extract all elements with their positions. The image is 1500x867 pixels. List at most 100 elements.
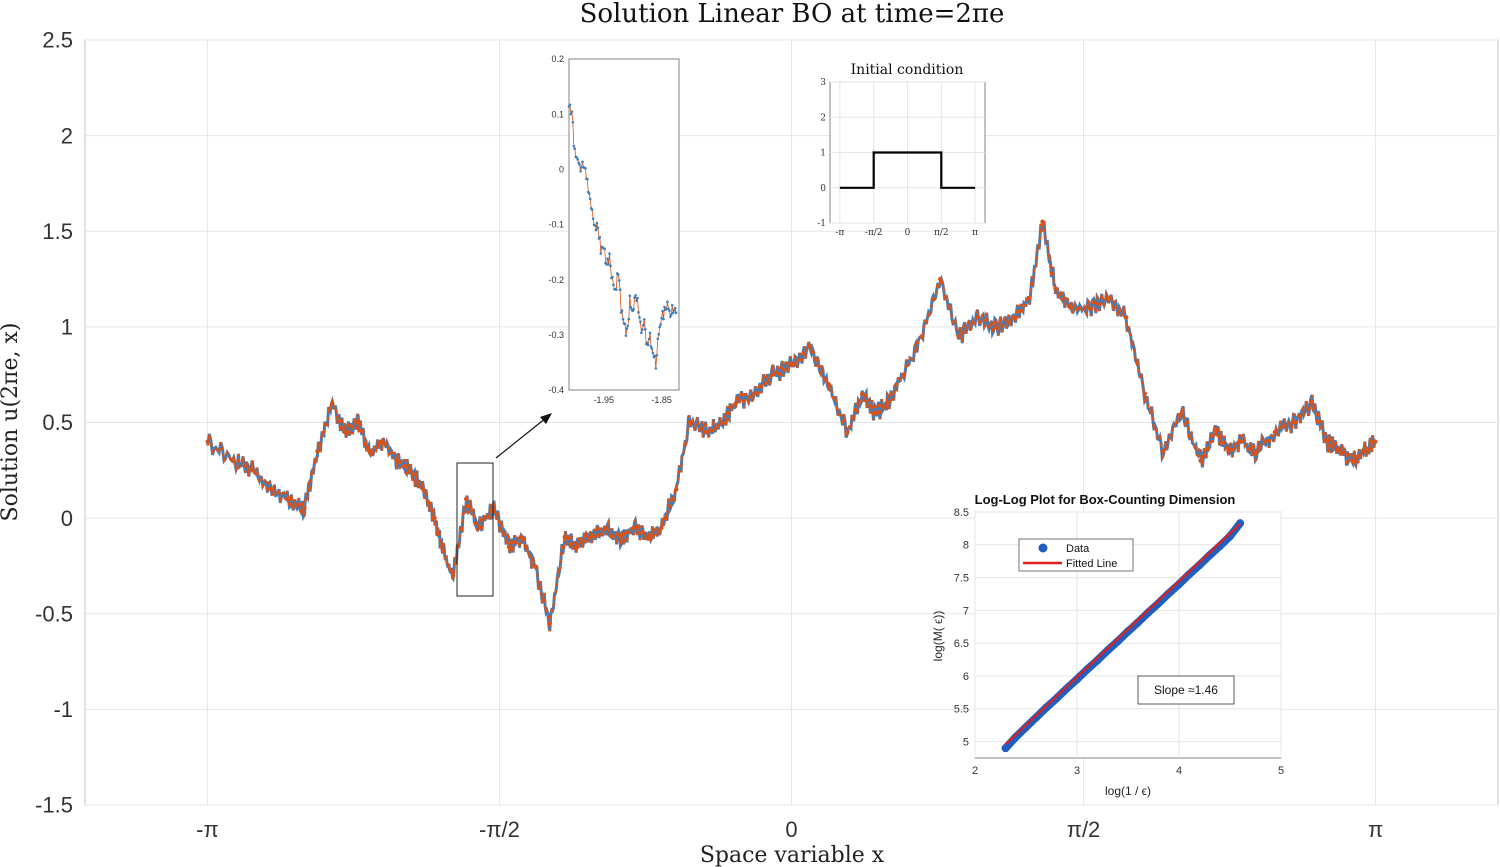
zoom-data-point (612, 284, 615, 287)
main-data-point (873, 411, 877, 415)
main-data-point (901, 372, 905, 376)
zoom-x-tick-label: -1.95 (593, 395, 614, 405)
main-data-point (721, 420, 725, 424)
zoom-data-point (628, 318, 631, 321)
zoom-data-point (624, 323, 627, 326)
main-data-point (269, 487, 273, 491)
zoom-y-tick-label: -0.4 (548, 385, 564, 395)
main-data-point (1351, 459, 1355, 463)
main-data-point (603, 525, 607, 529)
initial-condition-y-tick-label: 0 (820, 184, 826, 194)
main-data-point (315, 449, 319, 453)
zoom-data-point (655, 367, 658, 370)
main-data-point (1053, 286, 1057, 290)
initial-condition-inset: Initial condition 3 2 1 0 -1 -π -π/2 0 π/2 π (817, 62, 985, 238)
main-y-tick-labels: 2.521.510.50-0.5-1-1.5 (35, 28, 73, 818)
main-data-point (302, 506, 306, 510)
zoom-data-point (635, 300, 638, 303)
zoom-data-point (659, 323, 662, 326)
legend-data-label: Data (1066, 543, 1090, 555)
main-data-point (520, 535, 524, 539)
zoom-data-point (661, 310, 664, 313)
zoom-data-point (675, 311, 678, 314)
main-data-point (1027, 296, 1031, 300)
main-data-point (687, 420, 691, 424)
main-data-point (206, 439, 210, 443)
main-y-tick-label: 2.5 (42, 28, 73, 53)
main-data-point (330, 401, 334, 405)
loglog-y-tick-label: 6.5 (954, 638, 969, 650)
zoom-data-point (595, 229, 598, 232)
zoom-data-point (643, 318, 646, 321)
zoom-data-point (621, 309, 624, 312)
zoom-data-point (648, 338, 651, 341)
main-data-point (562, 535, 566, 539)
main-data-point (1362, 449, 1366, 453)
loglog-x-tick-label: 4 (1176, 765, 1182, 777)
zoom-data-point (647, 344, 650, 347)
zoom-data-point (639, 321, 642, 324)
zoom-data-point (662, 318, 665, 321)
main-data-point (477, 525, 481, 529)
main-x-tick-label: 0 (785, 817, 797, 842)
zoom-x-tick-label: -1.85 (651, 395, 672, 405)
zoom-data-point (652, 352, 655, 355)
main-data-point (421, 487, 425, 491)
zoom-data-point (578, 163, 581, 166)
initial-condition-y-tick-label: -1 (817, 219, 826, 229)
zoom-y-tick-label: 0.2 (551, 54, 564, 64)
main-data-point (957, 334, 961, 338)
loglog-y-tick-label: 6 (963, 671, 969, 683)
main-data-point (631, 525, 635, 529)
main-x-tick-label: -π (196, 817, 219, 842)
zoom-data-point (657, 333, 660, 336)
main-data-point (1239, 439, 1243, 443)
zoom-data-point (626, 327, 629, 330)
zoom-data-point (674, 307, 677, 310)
zoom-data-point (640, 332, 643, 335)
main-data-point (356, 420, 360, 424)
loglog-y-tick-label: 7.5 (954, 572, 969, 584)
main-y-tick-label: 2 (61, 123, 73, 148)
main-data-point (548, 621, 552, 625)
zoom-data-point (649, 332, 652, 335)
zoom-data-point (634, 294, 637, 297)
zoom-data-point (656, 354, 659, 357)
zoom-data-point (666, 301, 669, 304)
zoom-data-point (642, 324, 645, 327)
zoom-data-point (670, 313, 673, 316)
main-data-point (464, 497, 468, 501)
zoom-data-point (586, 178, 589, 181)
main-data-point (845, 430, 849, 434)
loglog-title: Log-Log Plot for Box-Counting Dimension (975, 492, 1236, 507)
main-data-point (1040, 219, 1044, 223)
initial-condition-y-tick-label: 2 (820, 113, 826, 123)
loglog-x-tick-label: 2 (972, 765, 978, 777)
loglog-data-point (1002, 744, 1010, 752)
main-data-point (343, 430, 347, 434)
zoom-data-point (628, 295, 631, 298)
zoom-data-point (656, 338, 659, 341)
main-data-point (232, 459, 236, 463)
main-x-axis-label: Space variable x (700, 843, 885, 867)
main-data-point (1087, 306, 1091, 310)
loglog-y-axis-label: log(M( ϵ)) (931, 611, 945, 662)
zoom-data-point (671, 304, 674, 307)
main-data-point (589, 535, 593, 539)
main-data-point (1012, 315, 1016, 319)
zoom-data-point (646, 341, 649, 344)
main-y-axis-label: Solution u(2πe, x) (0, 322, 23, 521)
zoom-data-point (600, 252, 603, 255)
loglog-y-tick-label: 7 (963, 605, 969, 617)
main-y-tick-label: 0 (61, 506, 73, 531)
zoom-data-point (572, 121, 575, 124)
zoom-data-point (672, 311, 675, 314)
initial-condition-x-tick-label: 0 (905, 228, 911, 238)
zoom-data-point (622, 318, 625, 321)
main-y-tick-label: -1 (53, 697, 73, 722)
figure: Solution Linear BO at time=2πe 2.521.510… (0, 0, 1500, 867)
loglog-x-axis-label: log(1 / ϵ) (1105, 784, 1151, 798)
zoom-data-point (638, 316, 641, 319)
loglog-x-tick-label: 5 (1278, 765, 1284, 777)
zoom-data-point (579, 170, 582, 173)
